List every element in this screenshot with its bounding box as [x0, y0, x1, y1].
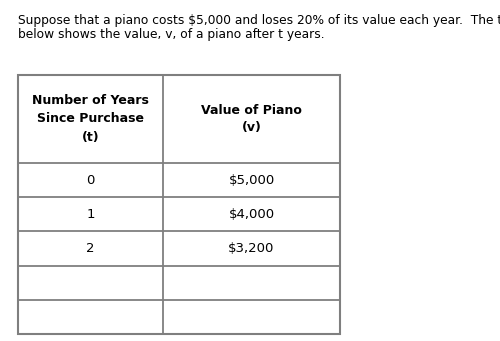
Bar — [18, 75, 340, 334]
Text: 2: 2 — [86, 242, 95, 255]
Text: $3,200: $3,200 — [228, 242, 274, 255]
Text: 0: 0 — [86, 174, 94, 187]
Text: Value of Piano
(v): Value of Piano (v) — [201, 104, 302, 134]
Text: 1: 1 — [86, 208, 95, 221]
Text: Suppose that a piano costs $5,000 and loses 20% of its value each year.  The tab: Suppose that a piano costs $5,000 and lo… — [18, 14, 500, 27]
Text: $5,000: $5,000 — [228, 174, 274, 187]
Text: below shows the value, v, of a piano after t years.: below shows the value, v, of a piano aft… — [18, 28, 324, 41]
Text: Number of Years
Since Purchase
(t): Number of Years Since Purchase (t) — [32, 94, 149, 144]
Text: $4,000: $4,000 — [228, 208, 274, 221]
